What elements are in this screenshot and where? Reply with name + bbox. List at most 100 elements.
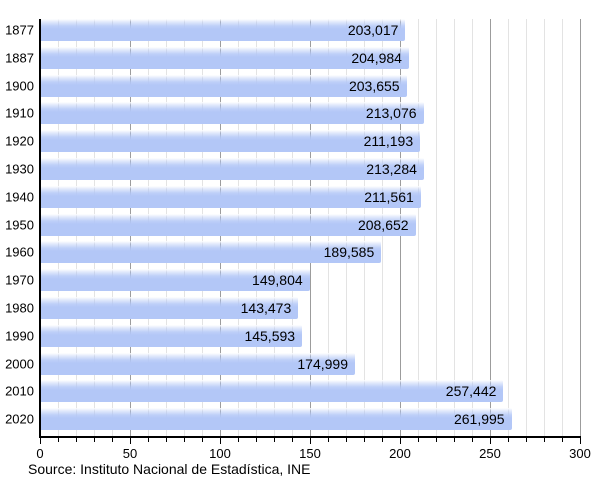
x-axis-tick-label: 150 [299,446,321,461]
bar-value-label: 149,804 [252,272,303,289]
gridline-minor [525,19,527,436]
gridline-minor [435,19,437,436]
bar-row: 203,655 [40,74,580,103]
x-axis-tick-label: 250 [479,446,501,461]
x-axis-tick [579,438,581,444]
x-axis-tick [417,438,419,442]
bar-row: 143,473 [40,296,580,325]
x-axis-tick [183,438,185,442]
x-axis-tick [129,438,131,444]
x-axis-tick [165,438,167,442]
x-axis-tick [201,438,203,442]
x-axis-tick [363,438,365,442]
bar-value-label: 143,473 [240,299,292,316]
bar-value-label: 189,585 [323,244,375,261]
x-axis-tick [543,438,545,442]
bar-value-label: 145,593 [244,327,296,344]
x-axis-tick [219,438,221,444]
year-label: 1950 [5,217,34,233]
bar-value-label: 213,284 [366,160,417,177]
source-note: Source: Instituto Nacional de Estadístic… [28,461,311,477]
bar-2020: 261,995 [40,408,512,431]
bar-row: 261,995 [40,408,580,436]
x-axis-tick [291,438,293,442]
bar-row: 257,442 [40,380,580,408]
bar-1950: 208,652 [40,213,416,236]
bar-row: 204,984 [40,46,580,75]
bar-row: 213,284 [40,157,580,186]
bar-1877: 203,017 [40,19,406,41]
bar-row: 211,561 [40,185,580,214]
gridline-major [489,19,491,436]
bars-container: 203,017 204,984 203,655 213,076 211,193 213,2… [40,19,580,436]
gridline-minor [561,19,563,436]
x-axis-tick [93,438,95,442]
bar-value-label: 203,655 [348,77,400,94]
gridline-minor [507,19,509,436]
gridline-minor [453,19,455,436]
bar-value-label: 257,442 [445,383,497,400]
x-axis-tick [381,438,383,442]
x-axis-tick [507,438,509,442]
x-axis-tick [309,438,311,444]
bar-value-label: 211,561 [364,188,414,205]
x-axis-tick [111,438,113,442]
year-label: 1990 [5,328,34,344]
year-label: 1900 [5,78,34,94]
bar-row: 149,804 [40,269,580,297]
x-axis-tick-label: 100 [209,446,231,461]
bar-1930: 213,284 [40,157,424,180]
bar-value-label: 208,652 [357,216,409,233]
bar-value-label: 261,995 [453,411,505,428]
year-label: 1887 [5,50,34,66]
bar-1960: 189,585 [40,241,382,264]
x-axis-tick [561,438,563,442]
x-axis-tick [453,438,455,442]
gridline-minor [417,19,419,436]
year-label: 1920 [5,133,34,149]
gridline-major [579,19,581,436]
bar-row: 174,999 [40,352,580,381]
year-label: 1960 [5,244,34,260]
bar-1940: 211,561 [40,185,421,208]
y-axis-line [39,19,41,436]
x-axis-tick-label: 200 [389,446,411,461]
x-axis-line [39,436,581,438]
bar-row: 203,017 [40,19,580,47]
gridline-minor [543,19,545,436]
year-label: 1930 [5,161,34,177]
bar-row: 145,593 [40,324,580,353]
bar-row: 211,193 [40,130,580,158]
year-label: 1910 [5,105,34,121]
x-axis-tick [147,438,149,442]
gridline-minor [471,19,473,436]
bar-2000: 174,999 [40,352,355,375]
x-axis-tick [489,438,491,444]
x-axis-tick [255,438,257,442]
bar-row: 208,652 [40,213,580,242]
bar-1900: 203,655 [40,74,407,97]
x-axis-tick [57,438,59,442]
bar-value-label: 211,193 [363,133,414,150]
bar-value-label: 174,999 [297,355,348,372]
x-axis-tick [75,438,77,442]
x-axis-tick [237,438,239,442]
plot-area: 203,017 204,984 203,655 213,076 211,193 213,2… [39,19,581,436]
bar-row: 213,076 [40,102,580,130]
x-axis-tick [345,438,347,442]
bar-1887: 204,984 [40,46,409,69]
year-label: 1877 [5,22,34,38]
bar-1910: 213,076 [40,102,424,125]
x-axis-tick-label: 0 [36,446,44,461]
x-axis-tick [39,438,41,444]
bar-1920: 211,193 [40,130,421,153]
bar-value-label: 213,076 [365,105,417,122]
year-label: 1940 [5,189,34,205]
x-axis-tick-label: 300 [569,446,591,461]
year-label: 2010 [5,383,34,399]
x-axis-tick [327,438,329,442]
bar-2010: 257,442 [40,380,504,403]
bar-row: 189,585 [40,241,580,269]
x-axis-tick [273,438,275,442]
x-axis-tick [525,438,527,442]
